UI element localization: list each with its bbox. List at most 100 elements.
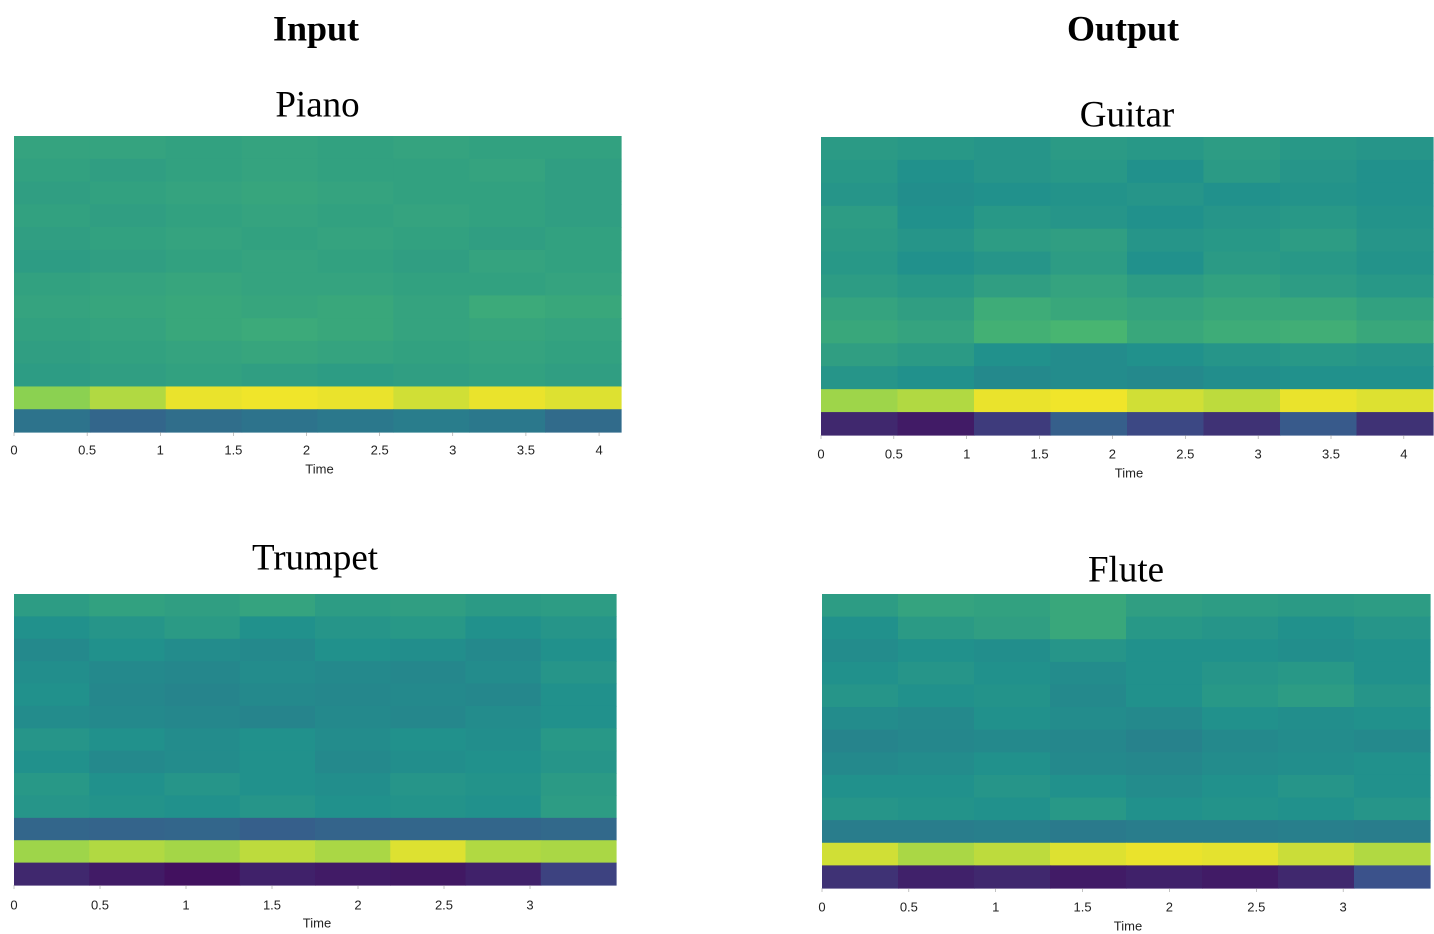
heatmap-cell [89, 363, 167, 388]
heatmap-cell [89, 386, 167, 410]
heatmap-cell [1356, 274, 1434, 299]
heatmap-cell [89, 683, 166, 707]
heatmap-cell [898, 594, 975, 618]
heatmap-cell [315, 795, 391, 819]
heatmap-cell [239, 705, 316, 729]
heatmap-cell [315, 616, 391, 640]
heatmap-cell [1278, 684, 1355, 708]
heatmap-cell [469, 136, 546, 160]
heatmap-cell [1050, 159, 1128, 184]
heatmap-cell [469, 272, 546, 296]
heatmap-cell [165, 409, 243, 433]
heatmap-cell [89, 750, 166, 774]
heatmap-cell [14, 158, 91, 183]
heatmap-cell [1356, 320, 1434, 344]
heatmap-cell [239, 683, 316, 707]
heatmap-cell [1126, 639, 1203, 663]
heatmap-cell [1127, 182, 1205, 207]
heatmap-cell [1050, 842, 1127, 866]
heatmap-cell [393, 249, 470, 274]
heatmap-cell [1050, 297, 1128, 321]
heatmap-cell [315, 750, 391, 774]
heatmap-cell [317, 181, 394, 205]
heatmap-cell [1050, 707, 1127, 731]
heatmap-cell [469, 386, 546, 410]
heatmap-cell [241, 409, 319, 433]
heatmap-cell [315, 862, 391, 886]
heatmap-cell [1203, 297, 1281, 321]
heatmap-cell [317, 136, 394, 160]
heatmap-cell [545, 158, 622, 183]
heatmap-cell [1354, 594, 1431, 618]
heatmap-cell [393, 272, 470, 296]
heatmap-cell [974, 137, 1052, 161]
heatmap-cell [315, 773, 391, 797]
heatmap-cell [317, 272, 394, 296]
heatmap-cell [545, 204, 622, 228]
heatmap-cell [239, 840, 316, 864]
heatmap-cell [1050, 412, 1128, 436]
heatmap-cell [1202, 729, 1279, 753]
heatmap-cell [89, 318, 167, 342]
heatmap-cell [1356, 182, 1434, 207]
heatmap-cell [821, 297, 899, 321]
x-tick-label: 0.5 [91, 897, 109, 912]
heatmap-cell [1278, 774, 1355, 799]
heatmap-cell [1050, 205, 1128, 230]
heatmap-cell [89, 817, 166, 841]
heatmap-cell [897, 159, 975, 184]
heatmap-cell [1050, 594, 1127, 618]
heatmap-cell [89, 773, 166, 797]
heatmap-cell [14, 409, 91, 433]
heatmap-cell [1356, 389, 1434, 413]
heatmap-cell [545, 295, 622, 319]
heatmap-cell [14, 295, 91, 319]
heatmap-cell [241, 249, 319, 274]
heatmap-cell [540, 661, 617, 685]
heatmap-cell [1050, 616, 1127, 640]
heatmap-cell [164, 840, 241, 864]
heatmap-cell [1354, 616, 1431, 640]
heatmap-cell [239, 750, 316, 774]
heatmap-cell [1126, 797, 1203, 821]
heatmap-cell [317, 363, 394, 388]
heatmap-cell [1126, 707, 1203, 731]
heatmap-cell [897, 228, 975, 253]
heatmap-cell [239, 773, 316, 797]
heatmap-cell [821, 182, 899, 207]
heatmap-cell [1202, 707, 1279, 731]
heatmap-cell [1126, 729, 1203, 753]
heatmap-cell [164, 638, 241, 662]
heatmap-cell [1356, 366, 1434, 390]
x-tick-label: 3.5 [1322, 446, 1340, 461]
x-tick-label: 2 [1166, 899, 1173, 914]
heatmap-cell [540, 817, 617, 841]
heatmap-cell [89, 158, 167, 183]
heatmap-cell [822, 865, 899, 889]
heatmap-cell [545, 272, 622, 296]
x-tick-label: 0.5 [78, 442, 96, 457]
heatmap-cell [1354, 639, 1431, 663]
heatmap-cell [1050, 389, 1128, 413]
heatmap-cell [1280, 159, 1358, 184]
heatmap-cell [1354, 774, 1431, 799]
heatmap-cell [974, 320, 1052, 344]
heatmap-cell [469, 181, 546, 205]
heatmap-cell [241, 272, 319, 296]
heatmap-cell [540, 773, 617, 797]
heatmap-cell [1354, 707, 1431, 731]
heatmap-cell [164, 705, 241, 729]
heatmap-cell [239, 661, 316, 685]
heatmap-cell [164, 773, 241, 797]
heatmap-cell [14, 638, 90, 662]
heatmap-cell [465, 750, 542, 774]
x-tick-label: 4 [595, 442, 602, 457]
heatmap-cell [1050, 639, 1127, 663]
heatmap-cell [1203, 389, 1281, 413]
panel-title: Trumpet [252, 537, 379, 578]
heatmap-cell [164, 862, 241, 886]
heatmap-cell [465, 773, 542, 797]
heatmap-cell [317, 340, 394, 365]
heatmap-cell [315, 594, 391, 617]
